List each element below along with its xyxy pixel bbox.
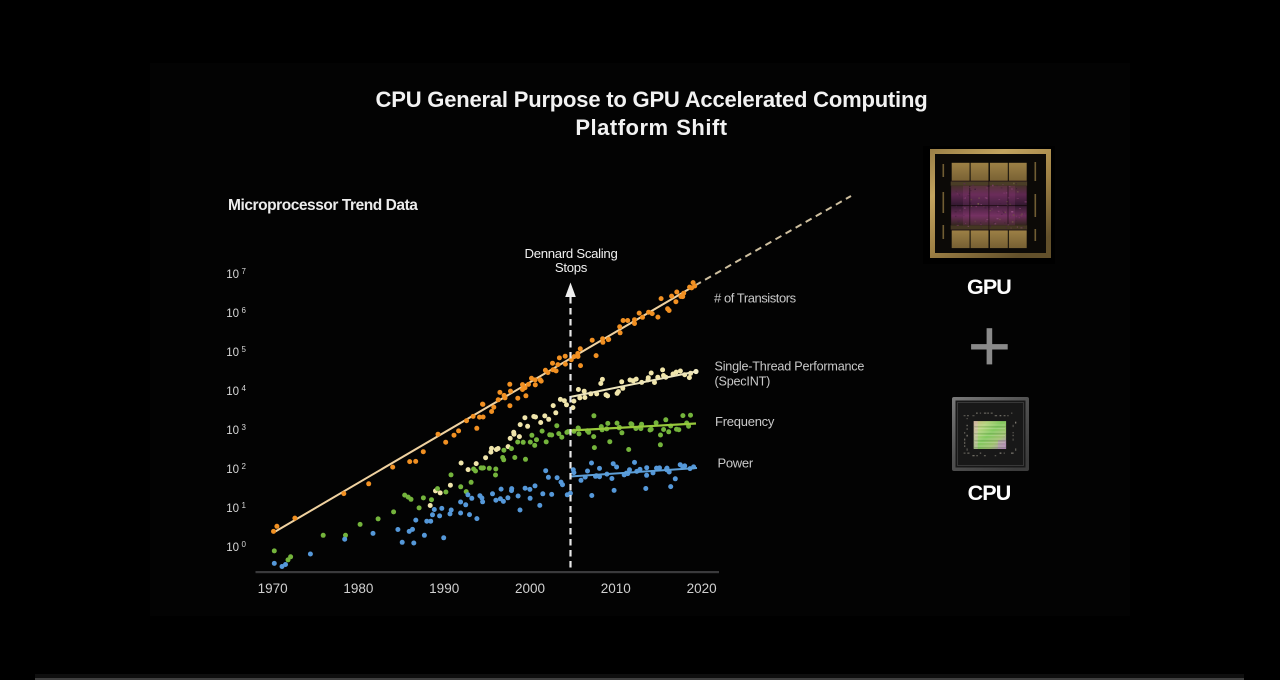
svg-text:6: 6: [242, 306, 247, 315]
svg-text:1990: 1990: [429, 581, 459, 596]
svg-text:2000: 2000: [515, 581, 545, 596]
svg-text:2010: 2010: [601, 581, 631, 596]
svg-text:1980: 1980: [343, 581, 373, 596]
svg-text:7: 7: [242, 267, 247, 276]
svg-text:3: 3: [242, 423, 247, 432]
svg-text:10: 10: [226, 347, 239, 359]
svg-text:10: 10: [226, 269, 239, 281]
svg-text:1: 1: [242, 501, 247, 510]
svg-text:10: 10: [226, 425, 239, 437]
svg-text:0: 0: [242, 540, 247, 549]
svg-text:10: 10: [226, 464, 239, 476]
svg-text:10: 10: [226, 542, 239, 554]
svg-text:4: 4: [242, 384, 247, 393]
svg-text:Single-Thread Performance: Single-Thread Performance: [715, 360, 865, 374]
svg-text:(SpecINT): (SpecINT): [715, 375, 771, 389]
svg-text:5: 5: [242, 345, 247, 354]
svg-text:Power: Power: [718, 456, 754, 471]
svg-text:2020: 2020: [687, 581, 717, 596]
svg-text:1970: 1970: [258, 581, 288, 596]
svg-text:Dennard Scaling: Dennard Scaling: [524, 246, 617, 261]
svg-text:# of Transistors: # of Transistors: [714, 291, 797, 306]
svg-text:2: 2: [242, 462, 247, 471]
svg-text:Stops: Stops: [555, 260, 588, 275]
svg-text:10: 10: [226, 308, 239, 320]
svg-text:Frequency: Frequency: [715, 414, 775, 429]
svg-text:10: 10: [226, 386, 239, 398]
svg-text:10: 10: [226, 503, 239, 515]
